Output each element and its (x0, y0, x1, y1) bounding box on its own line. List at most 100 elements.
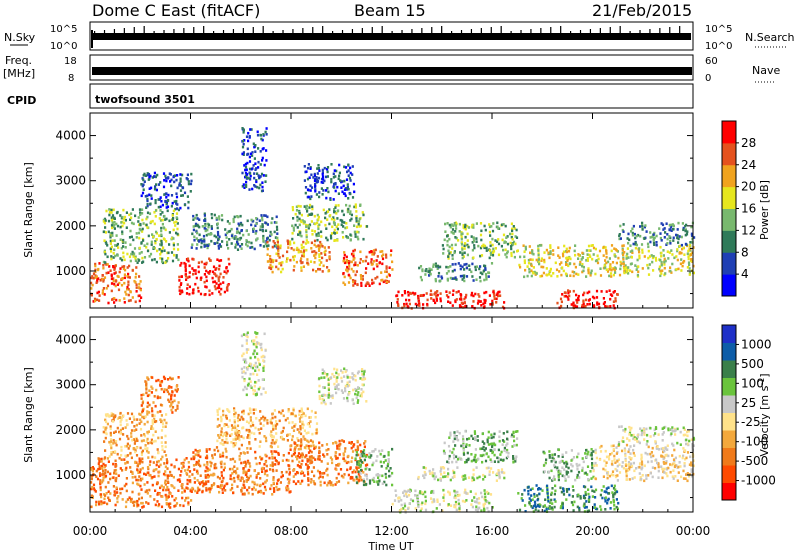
data-cell (154, 240, 157, 243)
data-cell (247, 460, 250, 464)
data-cell (313, 239, 317, 243)
data-cell (264, 391, 267, 394)
data-cell (292, 258, 295, 262)
data-cell (103, 465, 106, 469)
data-cell (131, 421, 134, 424)
data-cell (492, 290, 495, 294)
data-cell (361, 383, 364, 386)
data-cell (470, 453, 473, 456)
data-cell (327, 381, 330, 385)
data-cell (122, 218, 126, 221)
data-cell (192, 228, 195, 232)
data-cell (271, 424, 275, 427)
data-cell (242, 388, 245, 392)
data-cell (240, 243, 244, 246)
data-cell (547, 251, 550, 255)
data-cell (362, 471, 365, 474)
data-cell (161, 448, 164, 451)
data-cell (403, 504, 407, 508)
data-cell (274, 424, 277, 428)
cpid-value: twofsound 3501 (95, 93, 195, 106)
data-cell (433, 472, 436, 475)
data-cell (416, 495, 419, 499)
data-cell (217, 244, 220, 248)
data-cell (659, 245, 662, 249)
data-cell (216, 258, 219, 261)
data-cell (246, 488, 249, 492)
data-cell (381, 482, 384, 485)
data-cell (636, 258, 639, 262)
data-cell (687, 255, 690, 258)
data-cell (146, 466, 150, 469)
data-cell (236, 227, 239, 231)
data-cell (114, 430, 117, 433)
data-cell (330, 217, 333, 221)
data-cell (552, 272, 555, 275)
data-cell (471, 248, 474, 252)
data-cell (120, 246, 123, 250)
data-cell (338, 163, 341, 167)
data-cell (454, 300, 457, 304)
data-cell (647, 256, 650, 260)
data-cell (445, 265, 448, 269)
data-cell (603, 301, 606, 304)
data-cell (193, 476, 196, 480)
data-cell (516, 249, 519, 253)
data-cell (275, 438, 278, 442)
data-cell (429, 497, 433, 500)
data-cell (503, 471, 506, 475)
data-cell (462, 255, 465, 258)
data-cell (146, 420, 149, 424)
data-cell (178, 480, 182, 483)
data-cell (332, 172, 335, 176)
data-cell (361, 275, 364, 278)
data-cell (143, 422, 146, 426)
data-cell (216, 226, 219, 230)
data-cell (594, 272, 597, 276)
data-cell (537, 261, 541, 264)
data-cell (128, 276, 131, 279)
data-cell (204, 469, 207, 473)
data-cell (116, 491, 119, 494)
data-cell (149, 441, 152, 444)
data-cell (364, 284, 367, 287)
data-cell (176, 186, 179, 190)
data-cell (158, 465, 161, 468)
data-cell (570, 303, 573, 306)
data-cell (234, 438, 237, 441)
data-cell (262, 236, 265, 240)
data-cell (265, 149, 268, 152)
data-cell (127, 437, 130, 441)
data-cell (323, 179, 326, 183)
data-cell (258, 361, 261, 365)
data-cell (460, 301, 463, 305)
data-cell (243, 452, 246, 455)
data-cell (326, 210, 330, 213)
data-cell (483, 442, 486, 445)
data-cell (320, 187, 323, 190)
data-cell (683, 259, 686, 263)
data-cell (249, 246, 252, 249)
data-cell (307, 451, 311, 454)
data-cell (243, 378, 246, 381)
data-cell (603, 264, 606, 267)
data-cell (103, 250, 106, 254)
data-cell (154, 503, 157, 507)
data-cell (181, 466, 184, 470)
data-cell (173, 200, 176, 203)
data-cell (345, 461, 348, 465)
data-cell (567, 289, 570, 292)
data-cell (335, 457, 338, 460)
data-cell (294, 482, 298, 486)
data-cell (159, 253, 162, 256)
data-cell (138, 475, 141, 478)
data-cell (260, 348, 263, 352)
data-cell (280, 263, 283, 267)
data-cell (226, 441, 229, 445)
data-cell (614, 271, 617, 274)
data-cell (461, 435, 465, 438)
nsky-spike (183, 28, 185, 33)
data-cell (651, 235, 654, 239)
data-cell (116, 426, 119, 430)
data-cell (477, 507, 480, 511)
